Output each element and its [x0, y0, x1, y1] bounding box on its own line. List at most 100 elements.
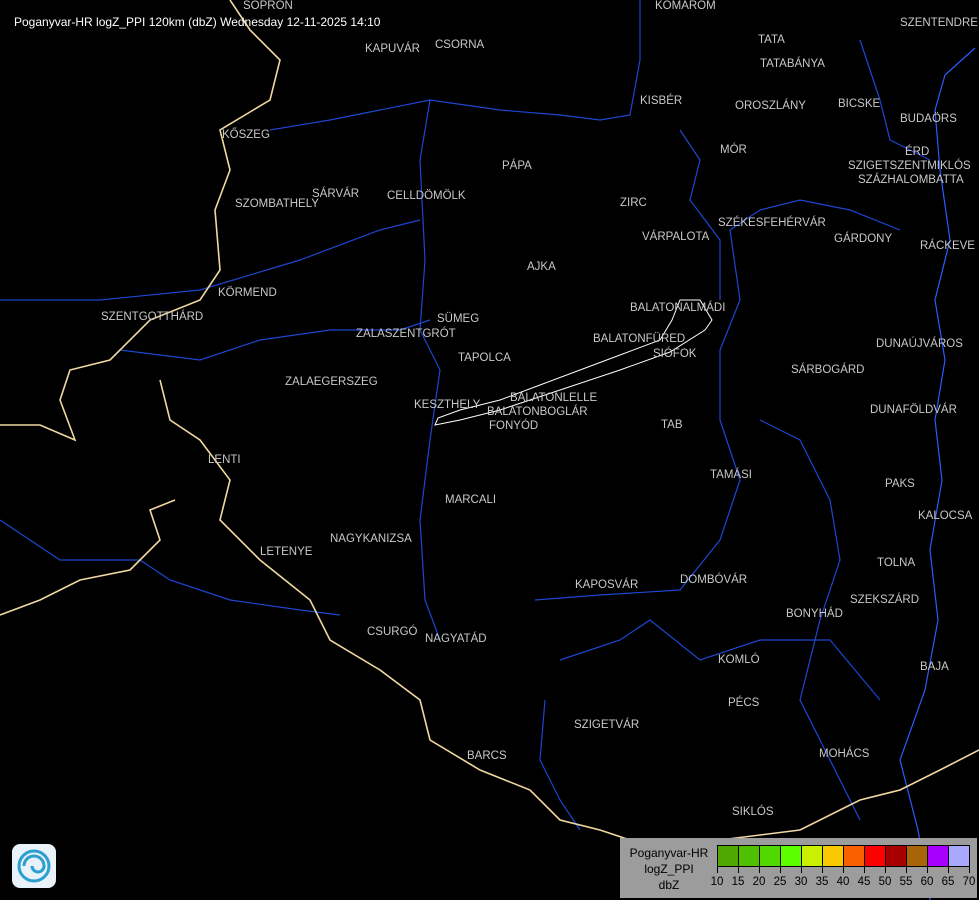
legend-tick-mark: [864, 867, 865, 873]
city-label: AJKA: [527, 261, 556, 273]
legend-swatch: [928, 846, 949, 866]
city-label: SIÓFOK: [653, 348, 697, 360]
country-borders: [0, 0, 979, 851]
city-label: VÁRPALOTA: [642, 231, 710, 243]
city-label: ÉRD: [905, 146, 930, 158]
legend-tick-mark: [969, 867, 970, 873]
legend-swatch: [739, 846, 760, 866]
city-label: PAKS: [885, 478, 915, 490]
city-label: BALATONALMÁDI: [630, 302, 726, 314]
city-label: SZIGETVÁR: [574, 719, 640, 731]
city-label: LETENYE: [260, 546, 313, 558]
city-label: TAMÁSI: [710, 469, 752, 481]
legend-tick-label: 30: [794, 876, 808, 888]
legend-tick-label: 40: [836, 876, 850, 888]
danube-river: [899, 47, 976, 900]
county-border: [534, 350, 741, 601]
lake-balaton: [434, 299, 713, 426]
legend-tick-mark: [906, 867, 907, 873]
city-label: KALOCSA: [918, 510, 973, 522]
city-label: SÜMEG: [437, 313, 480, 325]
city-label: TOLNA: [877, 557, 916, 569]
city-label: TAB: [661, 419, 683, 431]
city-label: KÖRMEND: [218, 287, 277, 299]
city-label: BALATONBOGLÁR: [487, 406, 588, 418]
county-border: [0, 519, 341, 616]
weather-service-logo-icon: [12, 844, 56, 888]
city-label: NAGYATÁD: [425, 633, 487, 645]
legend-swatch: [760, 846, 781, 866]
map-title: Poganyvar-HR logZ_PPI 120km (dbZ) Wednes…: [14, 15, 381, 29]
city-label: MOHÁCS: [819, 748, 870, 760]
legend-swatch: [781, 846, 802, 866]
city-label: SZIGETSZENTMIKLÓS: [848, 160, 971, 172]
city-label: BALATONLELLE: [510, 392, 598, 404]
city-label: SÁRBOGÁRD: [791, 364, 865, 376]
legend-unit: dbZ: [658, 878, 680, 892]
city-label: SZÉKESFEHÉRVÁR: [718, 217, 826, 229]
legend-swatch: [949, 846, 969, 866]
legend-tick-label: 55: [899, 876, 913, 888]
city-label: DUNAÚJVÁROS: [876, 338, 963, 350]
city-label: KAPUVÁR: [365, 43, 420, 55]
county-border: [539, 699, 581, 831]
city-label: DUNAFÖLDVÁR: [870, 404, 957, 416]
city-label: DOMBÓVÁR: [680, 574, 748, 586]
legend-swatch: [907, 846, 928, 866]
legend-swatch: [865, 846, 886, 866]
county-border: [759, 419, 861, 821]
legend-radar-name: Poganyvar-HR: [629, 846, 709, 860]
city-label: NAGYKANIZSA: [330, 533, 412, 545]
county-border: [0, 219, 421, 301]
city-label: RÁCKEVE: [920, 240, 975, 252]
legend-product: logZ_PPI: [644, 862, 694, 876]
city-label: KOMÁROM: [655, 0, 716, 12]
county-border: [419, 99, 441, 641]
city-label: KAPOSVÁR: [575, 579, 639, 591]
legend-tick-mark: [780, 867, 781, 873]
county-border: [719, 199, 901, 351]
city-label: SZÁZHALOMBATTA: [858, 174, 964, 186]
country-border: [159, 379, 979, 851]
legend-tick-label: 25: [773, 876, 787, 888]
city-label: PÉCS: [728, 697, 760, 709]
county-border: [269, 0, 641, 131]
legend-tick-label: 35: [815, 876, 829, 888]
city-label: CSORNA: [435, 39, 485, 51]
city-label: BUDAÖRS: [900, 113, 957, 125]
legend-tick-mark: [843, 867, 844, 873]
legend-tick-mark: [759, 867, 760, 873]
legend-tick-mark: [801, 867, 802, 873]
city-label: BONYHÁD: [786, 608, 843, 620]
city-label: SZOMBATHELY: [235, 198, 319, 210]
dbz-legend: Poganyvar-HR logZ_PPI dbZ 10 15 20 25 30 35 40…: [620, 838, 977, 898]
city-label: TATA: [758, 34, 785, 46]
country-border: [0, 0, 281, 442]
county-border: [559, 619, 881, 701]
legend-tick-label: 10: [710, 876, 724, 888]
legend-tick-mark: [717, 867, 718, 873]
city-label: KŐSZEG: [222, 129, 270, 141]
city-label: BAJA: [920, 661, 949, 673]
legend-swatch: [802, 846, 823, 866]
city-label: SÁRVÁR: [312, 188, 360, 200]
city-label: SZEKSZÁRD: [850, 594, 920, 606]
city-label: KISBÉR: [640, 95, 683, 107]
city-label: GÁRDONY: [834, 233, 893, 245]
city-label: SOPRON: [243, 0, 293, 12]
legend-tick-label: 70: [962, 876, 976, 888]
city-label: MARCALI: [445, 494, 497, 506]
country-border: [0, 499, 176, 616]
legend-tick-label: 45: [857, 876, 871, 888]
legend-swatch: [844, 846, 865, 866]
legend-swatch: [823, 846, 844, 866]
legend-tick-mark: [948, 867, 949, 873]
city-label: CELLDÖMÖLK: [387, 190, 466, 202]
legend-tick-label: 20: [752, 876, 766, 888]
county-border: [859, 39, 931, 161]
legend-tick-mark: [885, 867, 886, 873]
city-label: SZENTGOTTHÁRD: [101, 311, 204, 323]
legend-swatch: [718, 846, 739, 866]
